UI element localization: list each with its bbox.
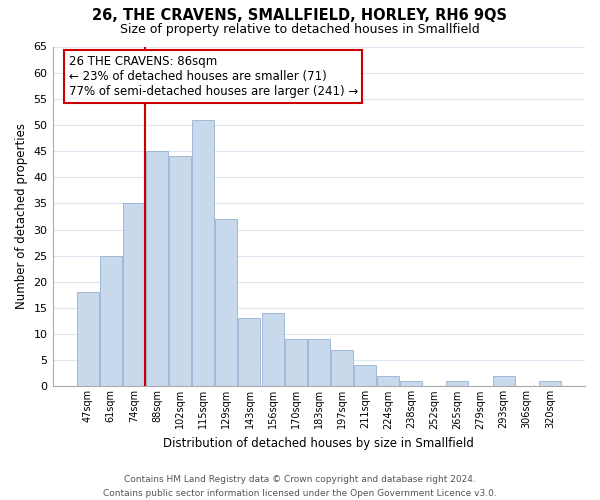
Bar [215, 219, 238, 386]
Text: Contains HM Land Registry data © Crown copyright and database right 2024.
Contai: Contains HM Land Registry data © Crown c… [103, 476, 497, 498]
Bar [100, 256, 122, 386]
Bar [331, 350, 353, 387]
Bar [192, 120, 214, 386]
Bar [146, 151, 168, 386]
Y-axis label: Number of detached properties: Number of detached properties [15, 124, 28, 310]
Text: Size of property relative to detached houses in Smallfield: Size of property relative to detached ho… [120, 22, 480, 36]
Bar [493, 376, 515, 386]
Bar [123, 204, 145, 386]
Bar [539, 381, 561, 386]
Bar [284, 340, 307, 386]
Text: 26 THE CRAVENS: 86sqm
← 23% of detached houses are smaller (71)
77% of semi-deta: 26 THE CRAVENS: 86sqm ← 23% of detached … [68, 55, 358, 98]
X-axis label: Distribution of detached houses by size in Smallfield: Distribution of detached houses by size … [163, 437, 474, 450]
Bar [377, 376, 399, 386]
Bar [262, 313, 284, 386]
Bar [77, 292, 98, 386]
Bar [354, 366, 376, 386]
Bar [308, 340, 330, 386]
Bar [400, 381, 422, 386]
Bar [446, 381, 469, 386]
Text: 26, THE CRAVENS, SMALLFIELD, HORLEY, RH6 9QS: 26, THE CRAVENS, SMALLFIELD, HORLEY, RH6… [92, 8, 508, 22]
Bar [169, 156, 191, 386]
Bar [238, 318, 260, 386]
